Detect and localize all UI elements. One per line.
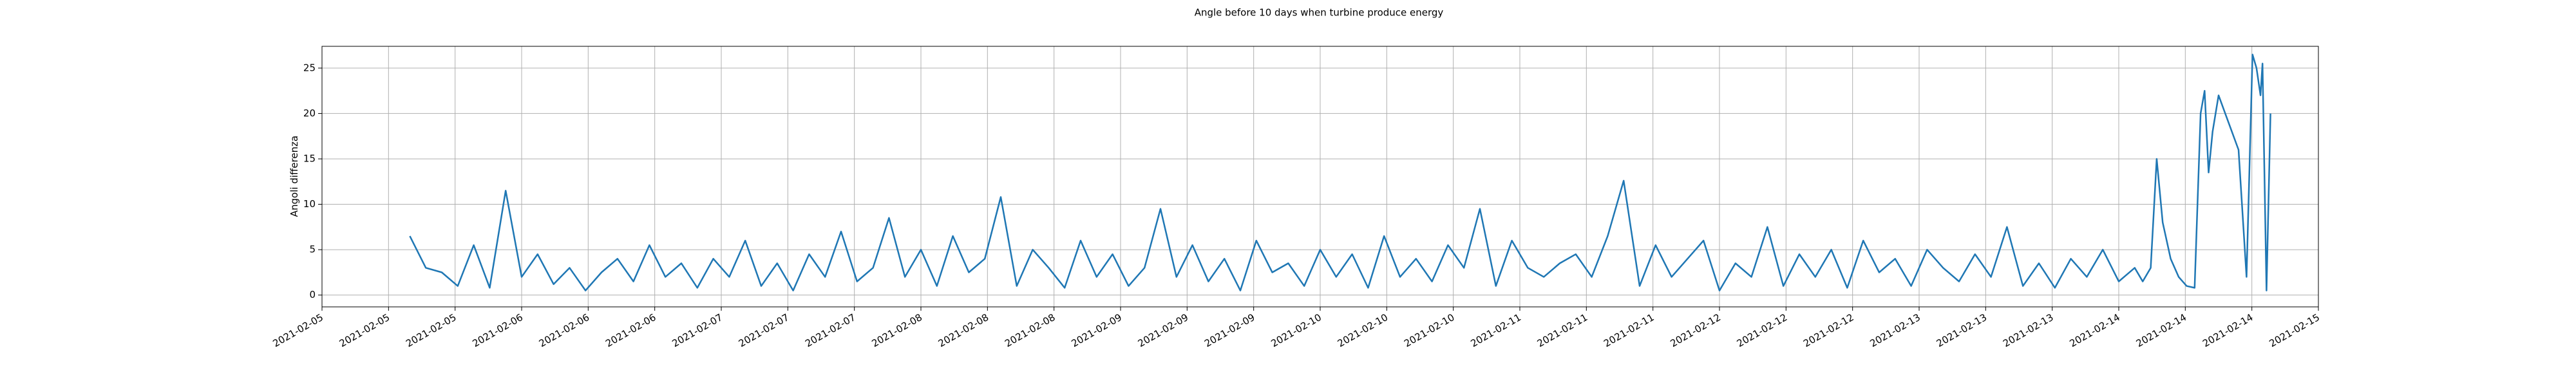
x-tick-label: 2021-02-06 — [470, 311, 525, 349]
y-axis-label: Angoli differenza — [289, 136, 300, 217]
x-tick-label: 2021-02-07 — [737, 311, 791, 349]
x-tick-label: 2021-02-12 — [1668, 311, 1723, 349]
x-tick-label: 2021-02-08 — [1003, 311, 1057, 349]
x-tick-label: 2021-02-12 — [1735, 311, 1790, 349]
x-tick-label: 2021-02-08 — [869, 311, 924, 349]
x-tick-label: 2021-02-09 — [1202, 311, 1257, 349]
x-tick-label: 2021-02-05 — [337, 311, 392, 349]
x-tick-label: 2021-02-11 — [1535, 311, 1590, 349]
y-tick-label: 10 — [303, 198, 316, 210]
x-tick-label: 2021-02-06 — [603, 311, 658, 349]
x-tick-label: 2021-02-09 — [1136, 311, 1191, 349]
x-tick-label: 2021-02-13 — [1868, 311, 1922, 349]
x-tick-label: 2021-02-13 — [2001, 311, 2056, 349]
x-tick-label: 2021-02-10 — [1269, 311, 1323, 349]
x-tick-label: 2021-02-12 — [1801, 311, 1856, 349]
y-tick-label: 5 — [309, 244, 316, 255]
x-tick-label: 2021-02-13 — [1935, 311, 1989, 349]
y-tick-label: 20 — [303, 107, 316, 119]
x-tick-label: 2021-02-05 — [404, 311, 459, 349]
x-tick-label: 2021-02-05 — [270, 311, 325, 349]
x-tick-label: 2021-02-11 — [1602, 311, 1656, 349]
data-line — [409, 53, 2271, 291]
x-tick-label: 2021-02-10 — [1336, 311, 1390, 349]
y-tick-label: 15 — [303, 152, 316, 164]
x-tick-label: 2021-02-09 — [1069, 311, 1124, 349]
x-tick-label: 2021-02-07 — [803, 311, 858, 349]
x-tick-label: 2021-02-06 — [537, 311, 592, 349]
y-tick-label: 25 — [303, 62, 316, 73]
x-tick-label: 2021-02-11 — [1468, 311, 1523, 349]
x-tick-label: 2021-02-14 — [2134, 311, 2189, 349]
x-tick-label: 2021-02-14 — [2067, 311, 2122, 349]
x-tick-label: 2021-02-07 — [670, 311, 724, 349]
chart-title: Angle before 10 days when turbine produc… — [1195, 7, 1444, 19]
plot-frame — [321, 46, 2319, 308]
x-tick-label: 2021-02-10 — [1402, 311, 1457, 349]
y-tick-label: 0 — [309, 289, 316, 300]
x-tick-label: 2021-02-15 — [2267, 311, 2322, 349]
x-tick-label: 2021-02-08 — [936, 311, 991, 349]
x-tick-label: 2021-02-14 — [2201, 311, 2255, 349]
